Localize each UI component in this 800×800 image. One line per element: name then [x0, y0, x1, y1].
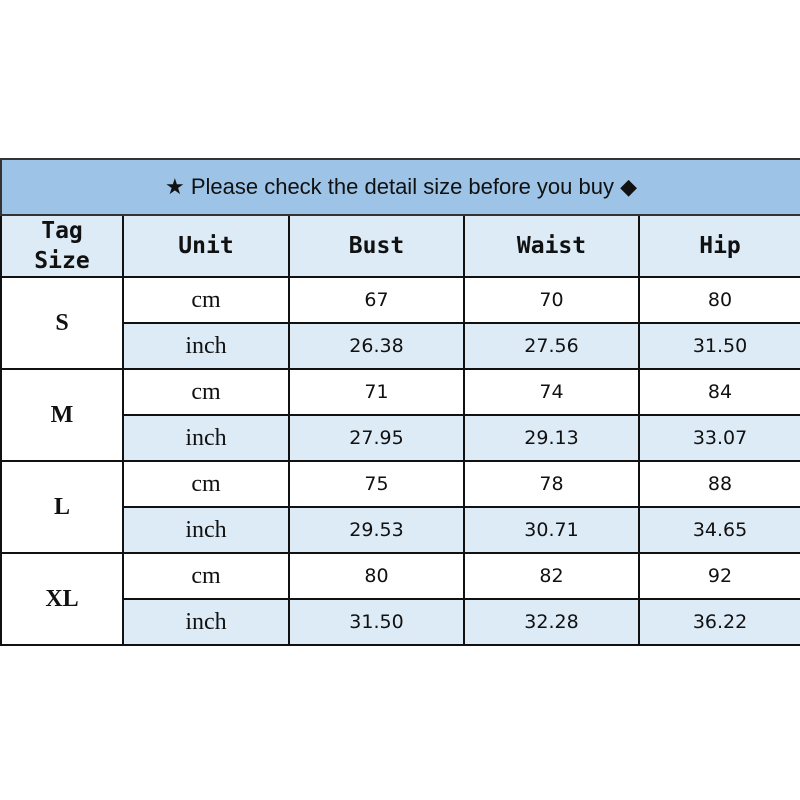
bust-cell: 29.53 — [288, 506, 465, 554]
waist-cell: 74 — [463, 368, 640, 416]
size-label: L — [0, 460, 124, 554]
unit-cell: inch — [122, 322, 290, 370]
hip-cell: 84 — [637, 368, 800, 416]
size-label: XL — [0, 552, 124, 646]
bust-cell: 75 — [288, 460, 465, 508]
waist-cell: 82 — [463, 552, 640, 600]
bust-cell: 27.95 — [288, 414, 465, 462]
header-tag: Tag — [41, 218, 83, 244]
table-row-m-inch: inch 27.95 29.13 33.07 — [1, 414, 800, 462]
waist-cell: 27.56 — [463, 322, 640, 370]
hip-cell: 88 — [637, 460, 800, 508]
hip-cell: 80 — [637, 276, 800, 324]
bust-cell: 80 — [288, 552, 465, 600]
header-tag-size: Tag Size — [0, 214, 124, 278]
bust-cell: 26.38 — [288, 322, 465, 370]
waist-cell: 70 — [463, 276, 640, 324]
bust-cell: 67 — [288, 276, 465, 324]
table-row-s-inch: inch 26.38 27.56 31.50 — [1, 322, 800, 370]
header-unit: Unit — [122, 214, 290, 278]
header-row: Tag Size Unit Bust Waist Hip — [0, 214, 800, 278]
unit-cell: inch — [122, 598, 290, 646]
size-chart-table: ★ Please check the detail size before yo… — [0, 158, 800, 646]
header-waist: Waist — [463, 214, 640, 278]
hip-cell: 36.22 — [637, 598, 800, 646]
size-label: M — [0, 368, 124, 462]
size-label: S — [0, 276, 124, 370]
hip-cell: 33.07 — [637, 414, 800, 462]
bust-cell: 31.50 — [288, 598, 465, 646]
header-hip: Hip — [637, 214, 800, 278]
unit-cell: cm — [122, 368, 290, 416]
table-row-xl-inch: inch 31.50 32.28 36.22 — [1, 598, 800, 646]
hip-cell: 92 — [637, 552, 800, 600]
unit-cell: cm — [122, 552, 290, 600]
bust-cell: 71 — [288, 368, 465, 416]
waist-cell: 29.13 — [463, 414, 640, 462]
hip-cell: 34.65 — [637, 506, 800, 554]
size-chart-title: ★ Please check the detail size before yo… — [0, 158, 800, 216]
header-bust: Bust — [288, 214, 465, 278]
table-row-xl-cm: XL cm 80 82 92 — [0, 552, 800, 646]
unit-cell: cm — [122, 460, 290, 508]
waist-cell: 78 — [463, 460, 640, 508]
header-size: Size — [34, 248, 90, 274]
hip-cell: 31.50 — [637, 322, 800, 370]
waist-cell: 30.71 — [463, 506, 640, 554]
unit-cell: inch — [122, 506, 290, 554]
table-row-l-inch: inch 29.53 30.71 34.65 — [1, 506, 800, 554]
unit-cell: cm — [122, 276, 290, 324]
waist-cell: 32.28 — [463, 598, 640, 646]
unit-cell: inch — [122, 414, 290, 462]
